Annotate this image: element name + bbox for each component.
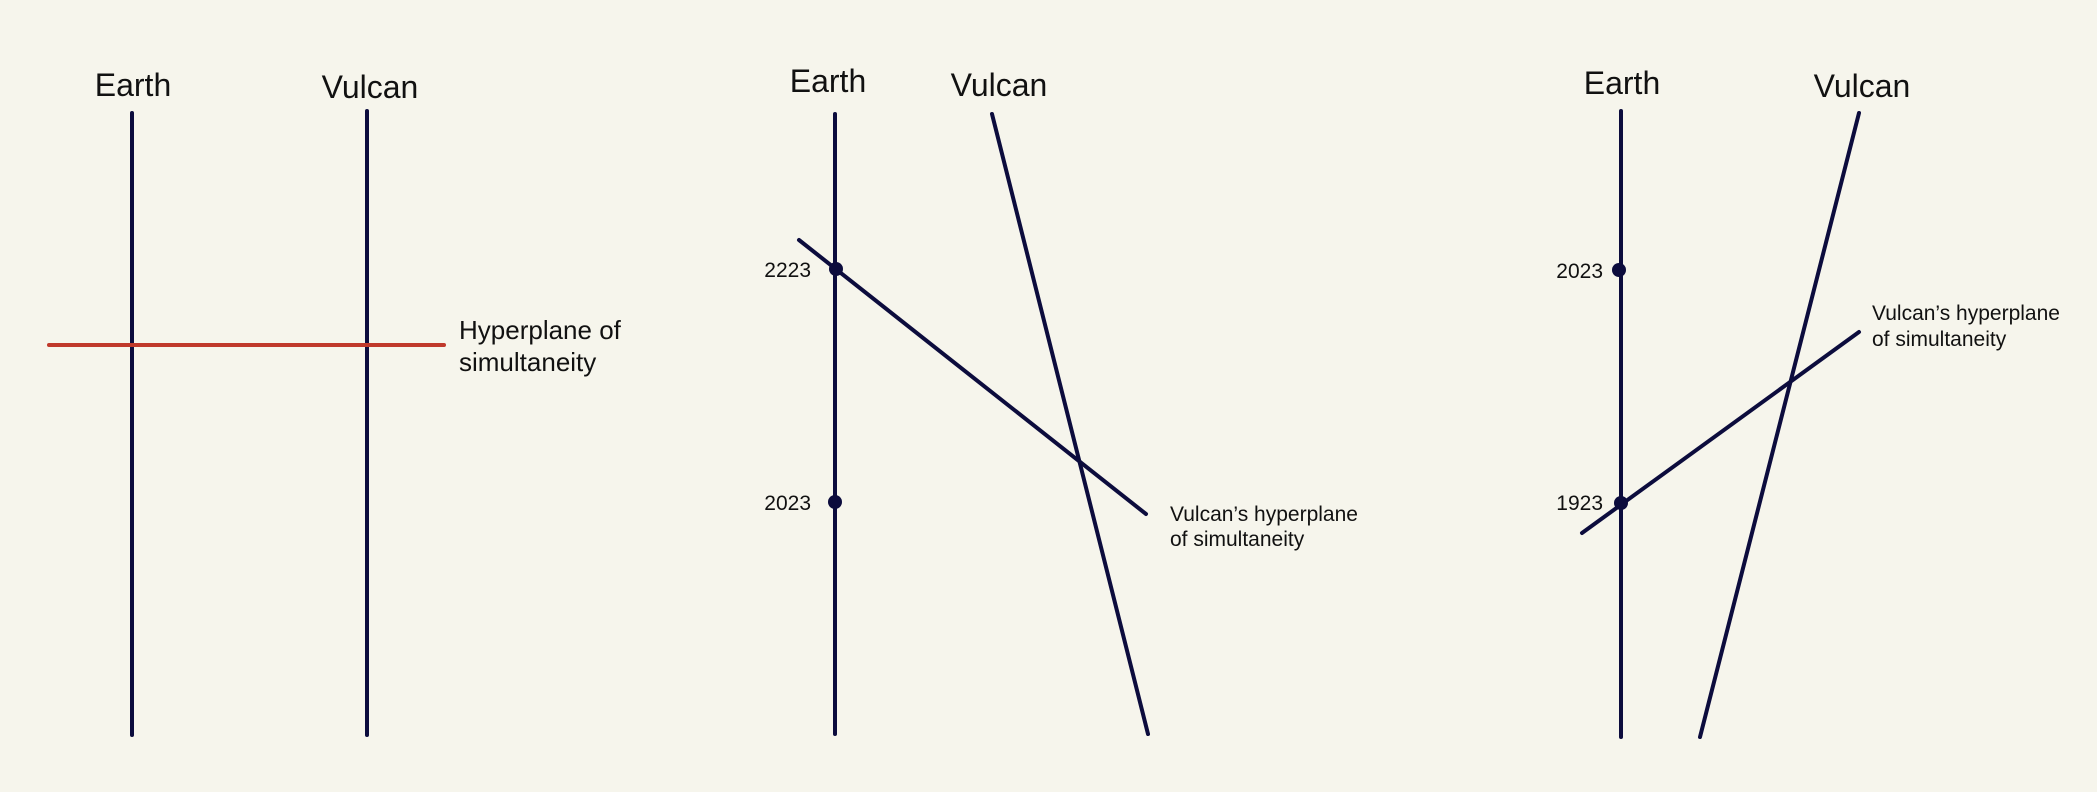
- panel-2-event-upper: [829, 262, 843, 276]
- panel-1-earth-label: Earth: [95, 67, 171, 103]
- panel-3-vulcan-label: Vulcan: [1814, 68, 1911, 104]
- panel-2-event-lower: [828, 495, 842, 509]
- panel-3-vulcan-worldline: [1698, 111, 1861, 739]
- panel-3-event-lower: [1614, 496, 1628, 510]
- panel-3-year-lower: 1923: [1556, 492, 1603, 515]
- panel-2-vulcan-hyperplane: [797, 238, 1148, 516]
- panel-3-earth-label: Earth: [1584, 65, 1660, 101]
- panel-1-hyperplane-label-line1: Hyperplane of: [459, 315, 622, 345]
- panel-1-hyperplane-label-line2: simultaneity: [459, 347, 596, 377]
- panel-3-vulcan-hyperplane: [1580, 330, 1861, 535]
- panel-3-vulcan-approaching: Earth Vulcan 2023 1923 Vulcan’s hyperpla…: [1556, 65, 2060, 739]
- panel-3-hyperplane-label-line1: Vulcan’s hyperplane: [1872, 302, 2060, 325]
- panel-1-rest-frame: Earth Vulcan Hyperplane of simultaneity: [47, 67, 622, 737]
- panel-3-year-upper: 2023: [1556, 260, 1603, 283]
- panel-3-hyperplane-label-line2: of simultaneity: [1872, 328, 2007, 351]
- panel-1-vulcan-label: Vulcan: [322, 69, 419, 105]
- panel-2-hyperplane-label-line1: Vulcan’s hyperplane: [1170, 503, 1358, 526]
- panel-2-earth-label: Earth: [790, 63, 866, 99]
- panel-2-hyperplane-label-line2: of simultaneity: [1170, 528, 1305, 551]
- panel-2-vulcan-worldline: [990, 112, 1150, 736]
- panel-3-event-upper: [1612, 263, 1626, 277]
- panel-2-vulcan-label: Vulcan: [951, 67, 1048, 103]
- panel-2-vulcan-receding: Earth Vulcan 2223 2023 Vulcan’s hyperpla…: [764, 63, 1358, 736]
- panel-2-year-lower: 2023: [764, 492, 811, 515]
- panel-2-year-upper: 2223: [764, 259, 811, 282]
